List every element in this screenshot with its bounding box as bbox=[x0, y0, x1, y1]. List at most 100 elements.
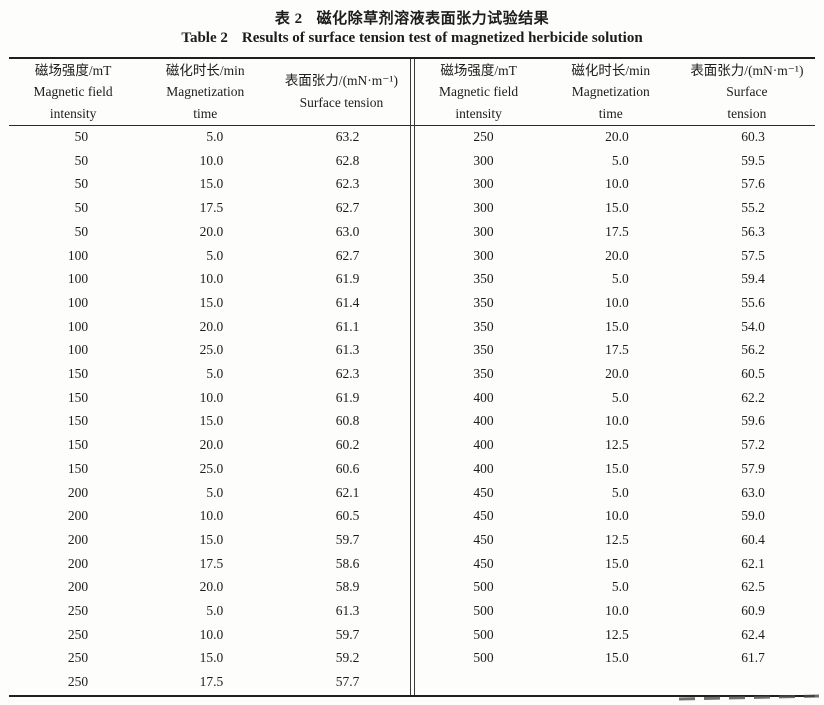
table-row: 400 15.0 57.9 bbox=[415, 457, 816, 481]
cell-magnetization-time: 20.0 bbox=[199, 437, 224, 453]
cell-surface-tension: 59.0 bbox=[741, 508, 765, 524]
cell-magnetization-time: 10.0 bbox=[199, 389, 224, 405]
cell-surface-tension: 54.0 bbox=[741, 318, 765, 334]
cell-magnetization-time: 25.0 bbox=[199, 460, 224, 476]
header-line: Surface bbox=[726, 84, 768, 100]
table-row: 100 5.0 62.7 bbox=[9, 244, 410, 268]
cell-magnetic-field-intensity: 250 bbox=[67, 603, 89, 619]
cell-magnetization-time: 5.0 bbox=[206, 603, 224, 619]
table-row: 100 10.0 61.9 bbox=[9, 267, 410, 291]
cell-magnetic-field-intensity: 450 bbox=[473, 555, 494, 571]
table-row: 450 10.0 59.0 bbox=[415, 504, 816, 528]
table-row: 400 12.5 57.2 bbox=[415, 433, 816, 457]
header-line: tension bbox=[727, 105, 767, 121]
cell-magnetization-time: 15.0 bbox=[605, 200, 629, 216]
cell-magnetic-field-intensity: 50 bbox=[74, 152, 89, 168]
cell-surface-tension: 60.5 bbox=[741, 366, 765, 382]
table-row: 450 5.0 63.0 bbox=[415, 481, 816, 505]
table-row: 250 20.0 60.3 bbox=[415, 125, 816, 149]
table-row: 150 20.0 60.2 bbox=[9, 433, 410, 457]
cell-magnetic-field-intensity: 350 bbox=[473, 366, 494, 382]
table-row: 200 20.0 58.9 bbox=[9, 575, 410, 599]
cell-magnetization-time: 10.0 bbox=[605, 413, 629, 429]
cell-magnetization-time: 5.0 bbox=[206, 129, 224, 144]
cell-magnetic-field-intensity: 100 bbox=[67, 294, 89, 310]
cell-surface-tension: 60.4 bbox=[741, 531, 765, 547]
cell-magnetic-field-intensity: 100 bbox=[67, 247, 89, 263]
header-line: 磁化时长/min bbox=[165, 62, 245, 78]
cell-magnetic-field-intensity: 200 bbox=[67, 555, 89, 571]
cell-surface-tension: 60.6 bbox=[335, 460, 360, 476]
cell-surface-tension: 59.4 bbox=[741, 271, 765, 287]
cell-magnetization-time: 20.0 bbox=[199, 223, 224, 239]
cell-surface-tension: 59.2 bbox=[335, 650, 360, 666]
cell-surface-tension: 62.3 bbox=[335, 366, 360, 382]
table-title-en-text: Results of surface tension test of magne… bbox=[241, 30, 643, 46]
cell-magnetic-field-intensity: 350 bbox=[473, 318, 494, 334]
table-row: 100 20.0 61.1 bbox=[9, 315, 410, 339]
cell-magnetization-time: 20.0 bbox=[605, 247, 629, 263]
table-row: 100 15.0 61.4 bbox=[9, 291, 410, 315]
cell-surface-tension: 58.6 bbox=[335, 555, 360, 571]
cell-magnetic-field-intensity: 350 bbox=[473, 271, 494, 287]
cell-magnetization-time: 15.0 bbox=[605, 555, 629, 571]
table-right-half: 磁场强度/mT Magnetic field intensity 磁化时长/min Ma… bbox=[415, 59, 816, 695]
table-title-english: Table 2 Results of surface tension test o… bbox=[0, 30, 824, 47]
cell-magnetization-time: 5.0 bbox=[611, 484, 629, 500]
table-row: 350 15.0 54.0 bbox=[415, 315, 816, 339]
cell-surface-tension: 57.6 bbox=[741, 176, 765, 192]
header-line: 表面张力/(mN·m⁻¹) bbox=[284, 73, 398, 89]
cell-magnetic-field-intensity: 350 bbox=[473, 294, 494, 310]
cell-surface-tension: 63.0 bbox=[335, 223, 360, 239]
cell-magnetization-time: 15.0 bbox=[199, 531, 224, 547]
cell-magnetization-time: 17.5 bbox=[199, 674, 224, 690]
cell-magnetization-time: 12.5 bbox=[605, 626, 629, 642]
header-line: time bbox=[598, 105, 623, 121]
cell-surface-tension: 62.7 bbox=[335, 200, 360, 216]
cell-magnetization-time: 20.0 bbox=[199, 318, 224, 334]
cell-magnetization-time: 15.0 bbox=[605, 318, 629, 334]
column-header-magnetization-time: 磁化时长/min Magnetization time bbox=[543, 59, 679, 125]
cell-surface-tension: 57.5 bbox=[741, 247, 765, 263]
table-row: 300 10.0 57.6 bbox=[415, 172, 816, 196]
cell-surface-tension: 62.1 bbox=[335, 484, 360, 500]
cell-magnetic-field-intensity: 100 bbox=[67, 271, 89, 287]
table-row: 50 10.0 62.8 bbox=[9, 149, 410, 173]
table-number-en: Table 2 bbox=[181, 30, 228, 46]
cell-surface-tension: 61.9 bbox=[335, 389, 360, 405]
cell-magnetization-time: 20.0 bbox=[605, 366, 629, 382]
header-line: intensity bbox=[455, 105, 502, 121]
column-header-magnetic-field-intensity: 磁场强度/mT Magnetic field intensity bbox=[9, 59, 137, 125]
cell-magnetic-field-intensity: 300 bbox=[473, 200, 494, 216]
cell-magnetization-time: 5.0 bbox=[611, 271, 629, 287]
cell-magnetic-field-intensity: 450 bbox=[473, 531, 494, 547]
cell-surface-tension: 62.8 bbox=[335, 152, 360, 168]
cell-surface-tension: 56.2 bbox=[741, 342, 765, 358]
cell-surface-tension: 59.7 bbox=[335, 531, 360, 547]
cell-surface-tension: 59.7 bbox=[335, 626, 360, 642]
cell-magnetization-time: 10.0 bbox=[199, 626, 224, 642]
cell-magnetic-field-intensity: 250 bbox=[67, 674, 89, 690]
header-row: 磁场强度/mT Magnetic field intensity 磁化时长/min Ma… bbox=[415, 59, 816, 125]
cell-magnetization-time: 15.0 bbox=[199, 650, 224, 666]
cell-magnetization-time: 17.5 bbox=[199, 200, 224, 216]
table-row: 350 5.0 59.4 bbox=[415, 267, 816, 291]
table-row: 50 5.0 63.2 bbox=[9, 125, 410, 149]
cell-magnetic-field-intensity: 300 bbox=[473, 176, 494, 192]
table-row: 350 17.5 56.2 bbox=[415, 338, 816, 362]
cell-magnetization-time: 5.0 bbox=[611, 579, 629, 595]
header-line: 磁场强度/mT bbox=[34, 62, 112, 78]
cell-surface-tension: 62.3 bbox=[335, 176, 360, 192]
table-number-zh: 表 2 bbox=[274, 11, 303, 27]
cell-magnetic-field-intensity: 400 bbox=[473, 460, 494, 476]
cell-surface-tension: 61.9 bbox=[335, 271, 360, 287]
table-row: 50 15.0 62.3 bbox=[9, 172, 410, 196]
cell-magnetic-field-intensity: 50 bbox=[74, 200, 89, 216]
table-row: 500 5.0 62.5 bbox=[415, 575, 816, 599]
cell-magnetization-time: 12.5 bbox=[605, 531, 629, 547]
results-table: 磁场强度/mT Magnetic field intensity 磁化时长/min Ma… bbox=[9, 57, 820, 701]
header-row: 磁场强度/mT Magnetic field intensity 磁化时长/min Ma… bbox=[9, 59, 410, 125]
cell-surface-tension: 59.6 bbox=[741, 413, 765, 429]
cell-magnetic-field-intensity: 50 bbox=[74, 129, 89, 144]
